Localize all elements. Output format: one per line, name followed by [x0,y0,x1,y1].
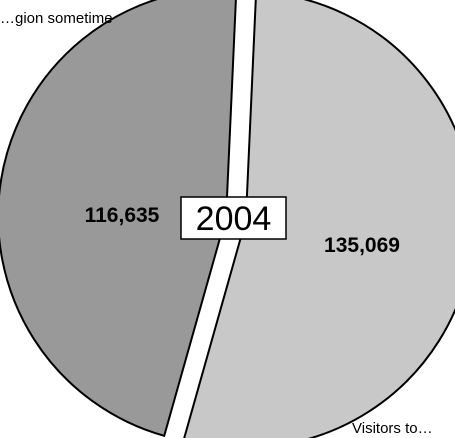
pie-slice-1 [0,0,237,438]
chart-title: 2004 [196,200,272,238]
value-label-slice-2: 135,069 [324,234,400,257]
category-label-slice-2: Visitors to… [352,420,433,437]
pie-slice-2 [183,0,455,438]
category-label-slice-1: …gion sometime [0,10,113,27]
value-label-slice-1: 116,635 [85,204,160,227]
chart-title-box [180,196,287,240]
